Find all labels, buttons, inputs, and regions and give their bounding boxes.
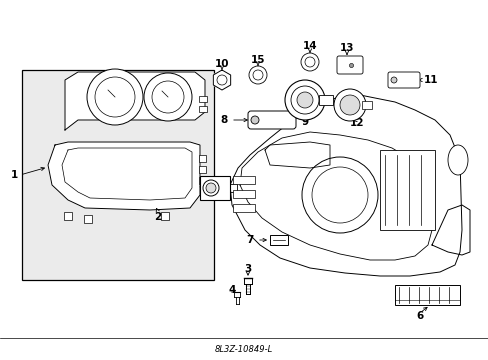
Bar	[199, 96, 206, 102]
Text: 12: 12	[349, 118, 364, 128]
Bar	[232, 176, 254, 184]
Text: 10: 10	[214, 59, 229, 69]
Polygon shape	[48, 142, 200, 210]
Bar	[269, 235, 287, 245]
Text: 8: 8	[220, 115, 227, 125]
Bar	[22, 70, 214, 280]
Circle shape	[203, 180, 219, 196]
Circle shape	[339, 95, 359, 115]
Circle shape	[87, 69, 142, 125]
Bar	[199, 106, 206, 112]
Circle shape	[285, 80, 325, 120]
Text: 3: 3	[244, 264, 251, 274]
Text: 1: 1	[10, 170, 18, 180]
Bar	[232, 204, 254, 212]
Text: 2: 2	[154, 212, 162, 222]
Bar	[318, 95, 332, 105]
Circle shape	[217, 75, 226, 85]
Bar	[379, 150, 434, 230]
Text: 9: 9	[301, 117, 308, 127]
Bar	[200, 176, 229, 200]
Text: 11: 11	[423, 75, 438, 85]
Bar	[199, 166, 205, 173]
Text: 8L3Z-10849-L: 8L3Z-10849-L	[214, 345, 273, 354]
Circle shape	[296, 92, 312, 108]
Bar	[199, 177, 205, 184]
Polygon shape	[229, 95, 461, 276]
Circle shape	[333, 89, 365, 121]
FancyBboxPatch shape	[247, 111, 295, 129]
Polygon shape	[65, 72, 204, 130]
Circle shape	[248, 66, 266, 84]
Bar	[232, 190, 254, 198]
Bar	[394, 285, 459, 305]
Text: 14: 14	[302, 41, 317, 51]
Ellipse shape	[447, 145, 467, 175]
Bar	[64, 212, 72, 220]
Text: 5: 5	[197, 180, 204, 190]
Circle shape	[301, 53, 318, 71]
Text: 4: 4	[228, 285, 235, 295]
Circle shape	[250, 116, 259, 124]
Circle shape	[390, 77, 396, 83]
Bar	[199, 155, 205, 162]
Bar	[361, 101, 371, 109]
Text: 6: 6	[415, 311, 423, 321]
Text: 13: 13	[339, 43, 353, 53]
Bar	[84, 215, 92, 223]
Circle shape	[305, 57, 314, 67]
FancyBboxPatch shape	[387, 72, 419, 88]
Circle shape	[205, 183, 216, 193]
Polygon shape	[213, 70, 230, 90]
Polygon shape	[431, 205, 469, 255]
Bar	[161, 212, 169, 220]
Circle shape	[290, 86, 318, 114]
Text: 15: 15	[250, 55, 264, 65]
Circle shape	[152, 81, 183, 113]
FancyBboxPatch shape	[336, 56, 362, 74]
Circle shape	[143, 73, 192, 121]
Text: 7: 7	[246, 235, 253, 245]
Circle shape	[252, 70, 263, 80]
Circle shape	[311, 167, 367, 223]
Circle shape	[302, 157, 377, 233]
Circle shape	[95, 77, 135, 117]
